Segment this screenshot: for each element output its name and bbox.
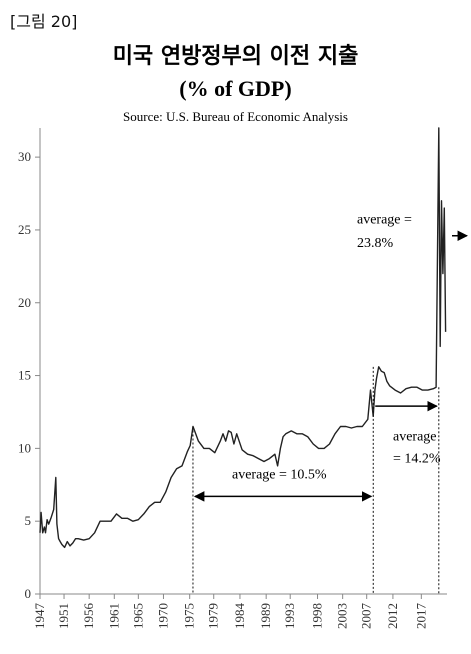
x-tick-label: 1947	[32, 603, 47, 630]
chart-title: 미국 연방정부의 이전 지출	[112, 44, 359, 69]
x-tick-label: 1998	[310, 603, 325, 629]
x-tick-label: 2007	[359, 603, 374, 630]
x-tick-label: 1984	[232, 603, 247, 630]
y-tick-label: 30	[18, 149, 31, 164]
x-tick-label: 2012	[385, 603, 400, 629]
chart-source: Source: U.S. Bureau of Economic Analysis	[123, 109, 348, 124]
x-tick-label: 1956	[81, 603, 96, 630]
x-tick-label: 1965	[130, 603, 145, 629]
x-tick-label: 1979	[206, 603, 221, 629]
y-tick-label: 5	[25, 513, 32, 528]
x-tick-label: 1961	[106, 603, 121, 629]
transfer-spending-line	[39, 127, 447, 549]
y-tick-label: 15	[18, 368, 31, 383]
average-value-2008-2020: = 14.2%	[393, 452, 441, 467]
chart-subtitle: (% of GDP)	[179, 76, 292, 101]
x-tick-label: 1975	[182, 603, 197, 629]
y-tick-label: 25	[18, 222, 31, 237]
x-tick-label: 1951	[56, 603, 71, 629]
y-tick-label: 20	[18, 295, 31, 310]
figure-label: [그림 20]	[10, 12, 78, 31]
x-tick-label: 1970	[155, 603, 170, 629]
y-tick-label: 0	[25, 586, 32, 601]
x-tick-label: 1989	[258, 603, 273, 629]
x-tick-label: 1993	[282, 603, 297, 629]
average-label-1975-2008: average = 10.5%	[232, 468, 327, 483]
average-label-2020-2021: average =	[357, 213, 412, 228]
x-tick-label: 2017	[413, 603, 428, 630]
x-tick-label: 2003	[335, 603, 350, 629]
y-tick-label: 10	[18, 440, 31, 455]
average-value-2020-2021: 23.8%	[357, 236, 394, 251]
average-label-2008-2020: average	[393, 430, 437, 445]
